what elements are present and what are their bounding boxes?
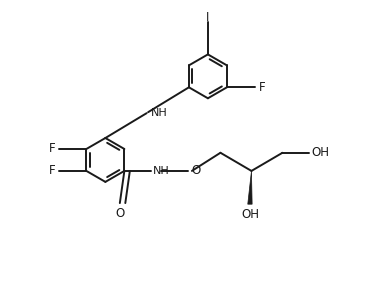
Text: NH: NH	[151, 108, 168, 118]
Text: O: O	[115, 207, 125, 220]
Text: F: F	[49, 164, 55, 177]
Polygon shape	[248, 171, 252, 204]
Text: OH: OH	[311, 146, 330, 159]
Text: F: F	[49, 142, 55, 156]
Text: I: I	[206, 11, 209, 24]
Text: F: F	[259, 81, 266, 94]
Text: OH: OH	[241, 208, 259, 221]
Text: O: O	[191, 164, 201, 177]
Text: NH: NH	[153, 166, 170, 176]
